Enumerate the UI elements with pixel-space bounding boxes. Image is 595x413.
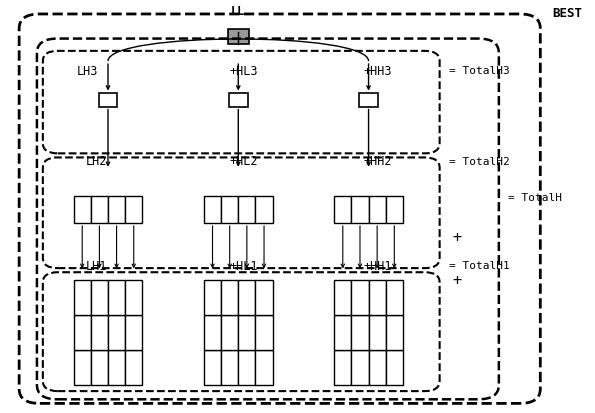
Text: +HL3: +HL3	[230, 65, 258, 78]
Bar	[91, 315, 108, 350]
Bar	[221, 197, 238, 223]
Bar	[352, 280, 368, 315]
Bar	[108, 280, 125, 315]
Bar	[91, 280, 108, 315]
Text: = TotalH2: = TotalH2	[449, 157, 509, 166]
Text: BEST: BEST	[552, 7, 582, 20]
Bar	[368, 315, 386, 350]
Bar	[108, 197, 125, 223]
Text: = TotalH: = TotalH	[508, 193, 562, 204]
Bar	[334, 315, 352, 350]
Bar	[334, 197, 352, 223]
Text: +: +	[453, 230, 462, 245]
Bar	[204, 315, 221, 350]
Bar	[221, 350, 238, 385]
Bar	[352, 197, 368, 223]
Text: +HL2: +HL2	[230, 155, 258, 168]
Text: LH2: LH2	[86, 155, 107, 168]
Bar	[255, 197, 273, 223]
Bar	[238, 315, 255, 350]
Bar	[386, 315, 403, 350]
Bar	[368, 197, 386, 223]
Bar	[334, 350, 352, 385]
Bar	[255, 280, 273, 315]
Bar	[359, 93, 378, 107]
Bar	[108, 350, 125, 385]
Bar	[368, 280, 386, 315]
Text: = TotalH3: = TotalH3	[449, 66, 509, 76]
Bar	[91, 197, 108, 223]
Bar	[204, 280, 221, 315]
Bar	[352, 350, 368, 385]
Bar	[221, 315, 238, 350]
Bar	[108, 315, 125, 350]
Bar	[352, 315, 368, 350]
Bar	[91, 350, 108, 385]
Bar	[238, 197, 255, 223]
Bar	[125, 315, 142, 350]
Text: +HH3: +HH3	[363, 65, 392, 78]
Bar	[204, 197, 221, 223]
Bar	[74, 280, 91, 315]
Bar	[99, 93, 117, 107]
Bar	[334, 280, 352, 315]
Text: LL: LL	[231, 5, 245, 18]
Bar	[229, 93, 248, 107]
Bar	[74, 350, 91, 385]
Bar	[255, 315, 273, 350]
Bar	[368, 350, 386, 385]
Bar	[238, 280, 255, 315]
Bar	[238, 350, 255, 385]
Text: +HH1: +HH1	[363, 260, 392, 273]
Bar	[125, 197, 142, 223]
Bar	[228, 29, 249, 44]
Text: +HH2: +HH2	[363, 155, 392, 168]
Bar	[221, 280, 238, 315]
Bar	[386, 280, 403, 315]
Bar	[125, 280, 142, 315]
Bar	[386, 197, 403, 223]
Bar	[204, 350, 221, 385]
Bar	[74, 315, 91, 350]
Bar	[255, 350, 273, 385]
Text: = TotalH1: = TotalH1	[449, 261, 509, 271]
Text: LH1: LH1	[86, 260, 107, 273]
Text: +: +	[453, 273, 462, 288]
Bar	[386, 350, 403, 385]
Bar	[125, 350, 142, 385]
Text: +HL1: +HL1	[230, 260, 258, 273]
Text: LH3: LH3	[77, 65, 98, 78]
Bar	[74, 197, 91, 223]
